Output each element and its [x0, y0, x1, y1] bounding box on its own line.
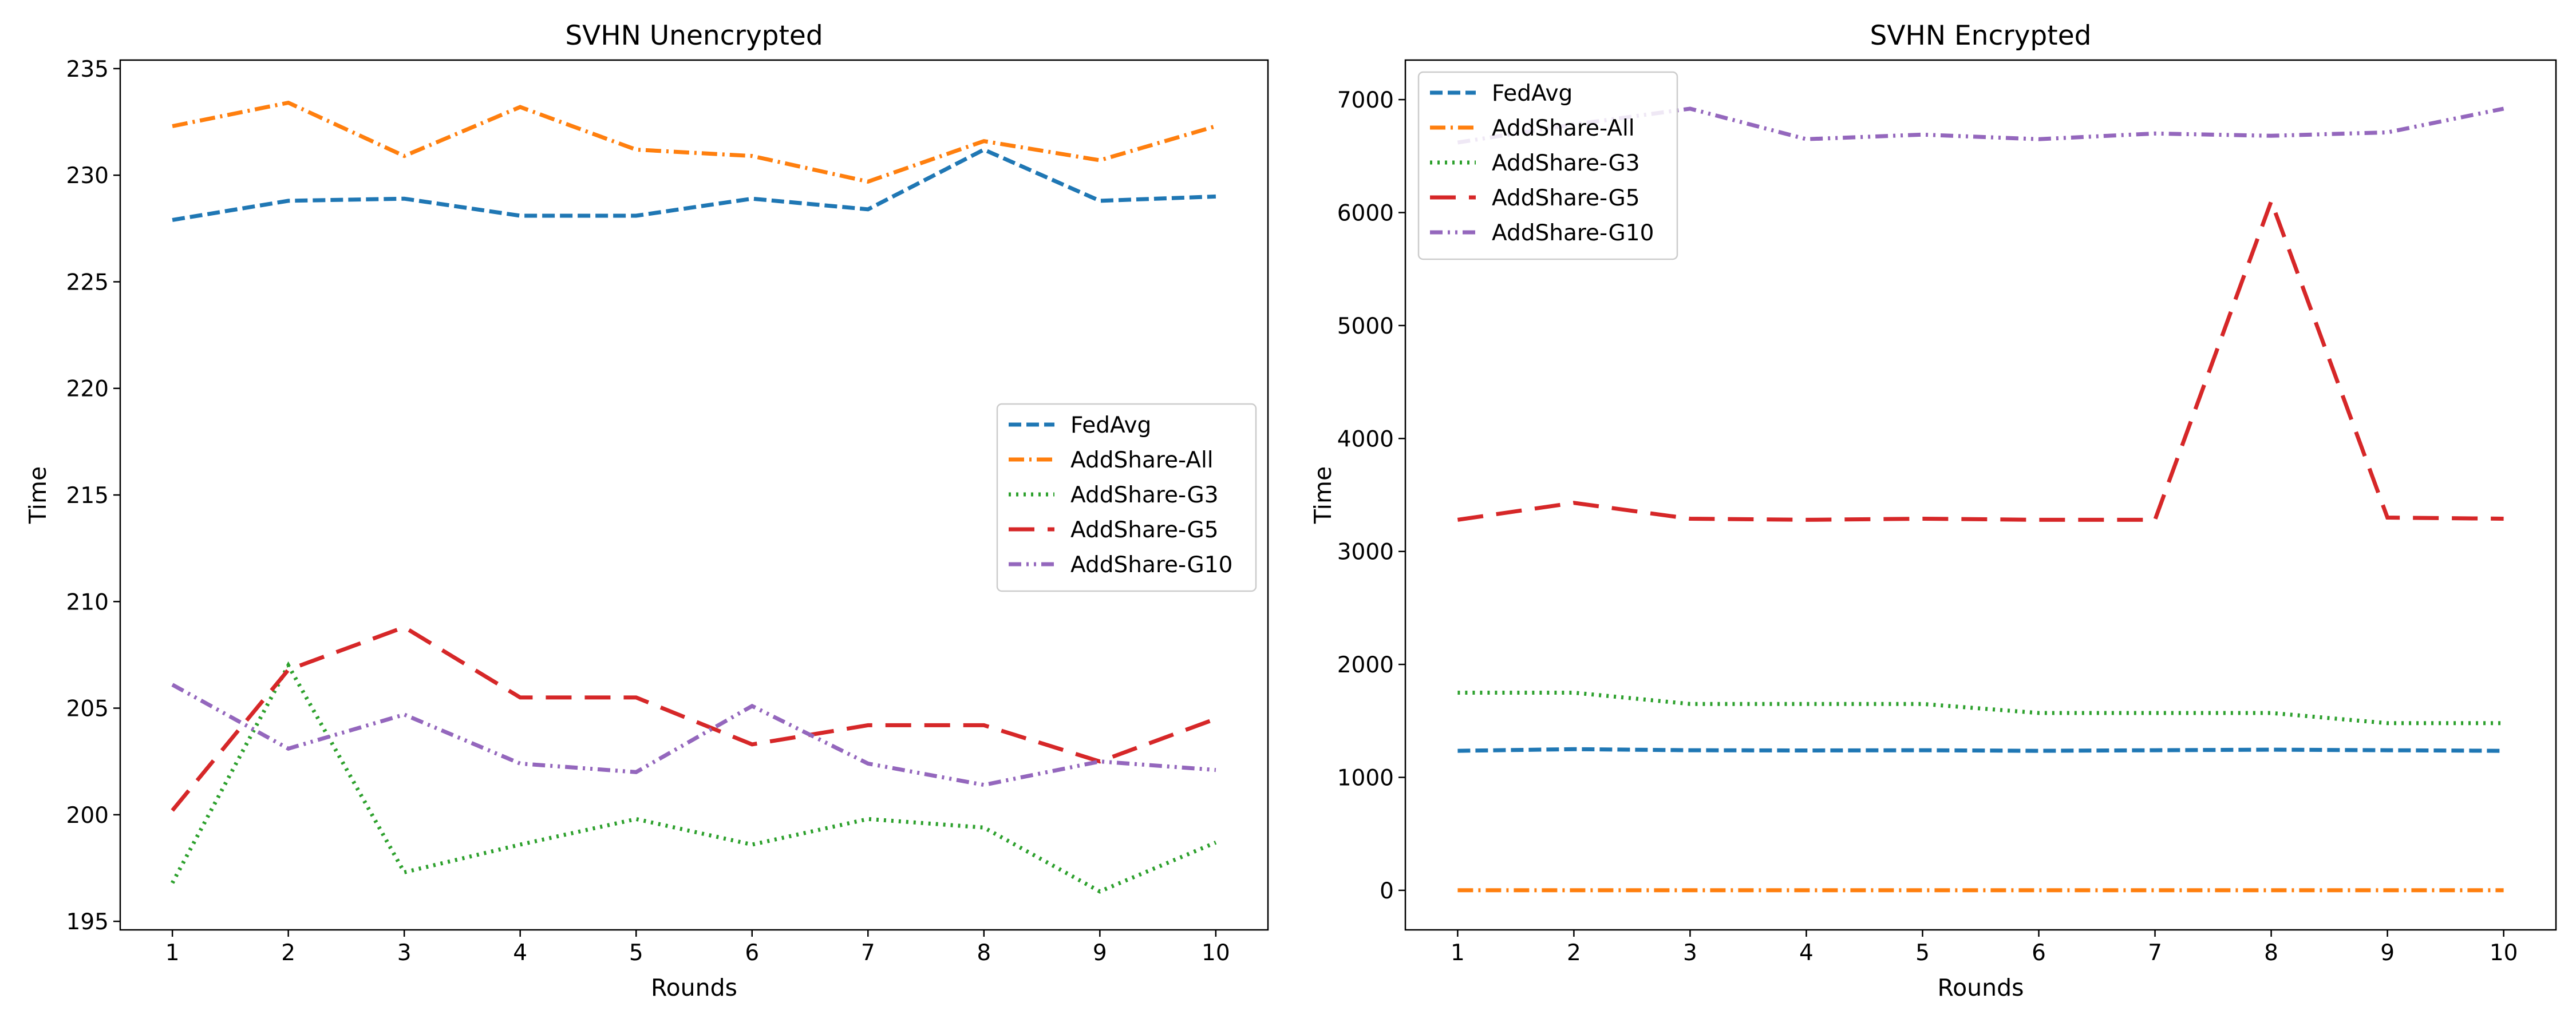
- x-tick-label: 2: [281, 940, 295, 966]
- y-tick-label: 205: [66, 696, 109, 722]
- x-tick-label: 5: [1915, 940, 1930, 966]
- legend-label: AddShare-G5: [1070, 517, 1219, 543]
- x-tick-label: 9: [2380, 940, 2395, 966]
- x-tick-label: 6: [2032, 940, 2046, 966]
- y-tick-label: 2000: [1337, 652, 1394, 678]
- x-tick-label: 6: [745, 940, 759, 966]
- x-tick-label: 7: [2148, 940, 2162, 966]
- series-line-fedavg: [1457, 747, 2504, 753]
- series-line-addshare-g3: [1457, 691, 2504, 726]
- series-line-fedavg: [172, 147, 1216, 222]
- series-line-addshare-g3: [171, 661, 1217, 894]
- legend-label: AddShare-G3: [1492, 150, 1640, 176]
- y-tick-label: 5000: [1337, 314, 1394, 339]
- legend-box: [996, 403, 1257, 592]
- x-axis-label: Rounds: [651, 974, 737, 1001]
- legend-label: AddShare-G10: [1070, 552, 1232, 578]
- series-line-addshare-all: [172, 100, 1216, 184]
- y-tick-label: 3000: [1337, 540, 1394, 565]
- y-tick-label: 235: [66, 57, 109, 82]
- x-tick-label: 10: [2490, 940, 2518, 966]
- y-tick-label: 1000: [1337, 766, 1394, 791]
- series-line-addshare-g10: [1457, 106, 2504, 145]
- x-tick-label: 10: [1202, 940, 1230, 966]
- y-tick-label: 6000: [1337, 200, 1394, 226]
- x-tick-label: 1: [165, 940, 180, 966]
- x-tick-label: 1: [1451, 940, 1465, 966]
- y-axis-label: Time: [1309, 466, 1337, 524]
- y-tick-label: 220: [66, 377, 109, 402]
- x-tick-label: 2: [1567, 940, 1581, 966]
- x-tick-label: 3: [1683, 940, 1697, 966]
- x-tick-label: 3: [397, 940, 412, 966]
- y-tick-label: 0: [1380, 878, 1394, 904]
- chart-panel-encrypted: SVHN Encrypted 1 2 3 4 5 6 7 8 9 10 0 1000 2000 3000 40…: [1309, 20, 2557, 1001]
- x-tick-label: 5: [629, 940, 643, 966]
- x-tick-label: 4: [513, 940, 527, 966]
- series-line-addshare-g10: [171, 683, 1216, 787]
- y-tick-label: 200: [66, 803, 109, 829]
- legend-label: AddShare-All: [1492, 116, 1635, 141]
- legend-label: AddShare-G3: [1070, 482, 1219, 508]
- x-tick-label: 4: [1799, 940, 1814, 966]
- legend-label: FedAvg: [1492, 81, 1573, 106]
- x-axis-label: Rounds: [1937, 974, 2024, 1001]
- x-tick-label: 8: [977, 940, 991, 966]
- legend-box: [1417, 71, 1678, 260]
- y-tick-label: 225: [66, 270, 109, 295]
- chart-title: SVHN Encrypted: [1870, 20, 2092, 52]
- y-tick-label: 215: [66, 483, 109, 509]
- legend-label: AddShare-G10: [1492, 220, 1654, 246]
- y-tick-label: 230: [66, 163, 109, 189]
- legend-label: FedAvg: [1070, 413, 1151, 438]
- legend-label: AddShare-G5: [1492, 185, 1640, 211]
- series-line-addshare-g5: [1457, 195, 2504, 522]
- legend-label: AddShare-All: [1070, 447, 1214, 473]
- series-line-addshare-g5: [171, 625, 1217, 812]
- y-tick-label: 195: [66, 909, 109, 935]
- x-tick-label: 8: [2264, 940, 2278, 966]
- y-tick-label: 7000: [1337, 88, 1394, 113]
- y-axis-label: Time: [24, 466, 52, 524]
- chart-title: SVHN Unencrypted: [565, 20, 823, 52]
- y-tick-label: 4000: [1337, 426, 1394, 452]
- plot-frame: [1404, 59, 2557, 931]
- x-tick-label: 9: [1093, 940, 1107, 966]
- chart-panel-unencrypted: SVHN Unencrypted 1 2 3 4 5 6 7 8 9 10 195 200 205 210 2…: [24, 20, 1269, 1001]
- y-tick-label: 210: [66, 589, 109, 615]
- x-tick-label: 7: [861, 940, 875, 966]
